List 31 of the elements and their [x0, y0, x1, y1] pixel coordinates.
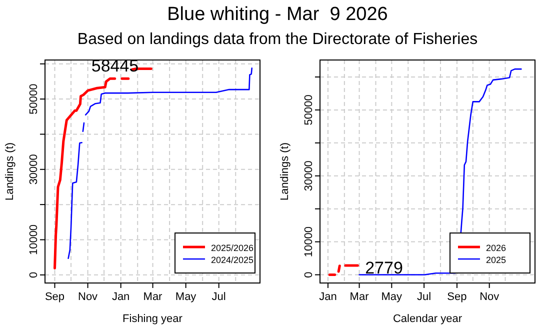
x-tick-label: Sep	[44, 291, 65, 303]
y-tick-label: 50000	[28, 84, 40, 114]
annotation: 2779	[365, 258, 403, 278]
x-tick-label: May	[381, 291, 403, 303]
chart-title: Blue whiting - Mar 9 2026	[167, 4, 388, 25]
x-tick-label: Mar	[350, 291, 370, 303]
y-axis-title: Landings (t)	[4, 142, 16, 201]
x-axis-title: Calendar year	[392, 313, 462, 325]
x-tick-label: Mar	[143, 291, 163, 303]
y-tick-label: 0	[303, 272, 315, 278]
x-tick-label: May	[175, 291, 197, 303]
legend-label: 2026	[486, 243, 506, 253]
y-tick-label: 30000	[303, 160, 315, 192]
x-tick-label: Nov	[480, 291, 500, 303]
x-axis-title: Fishing year	[122, 313, 183, 325]
legend-label: 2025	[486, 255, 506, 265]
y-tick-label: 30000	[28, 154, 40, 185]
legend-label: 2025/2026	[211, 243, 254, 253]
x-tick-label: Jan	[319, 291, 337, 303]
y-axis-title: Landings (t)	[279, 142, 291, 201]
x-tick-label: Jul	[212, 291, 226, 303]
chart-subtitle: Based on landings data from the Directorate of Fisheries	[77, 31, 478, 48]
y-tick-label: 10000	[28, 224, 40, 256]
x-tick-label: Sep	[447, 291, 467, 303]
x-tick-label: Nov	[78, 291, 98, 303]
legend-label: 2024/2025	[211, 255, 254, 265]
x-tick-label: Jan	[112, 291, 130, 303]
x-tick-label: Jul	[417, 291, 432, 303]
y-tick-label: 50000	[303, 94, 315, 126]
y-tick-label: 0	[28, 272, 40, 278]
y-tick-label: 10000	[303, 226, 315, 258]
